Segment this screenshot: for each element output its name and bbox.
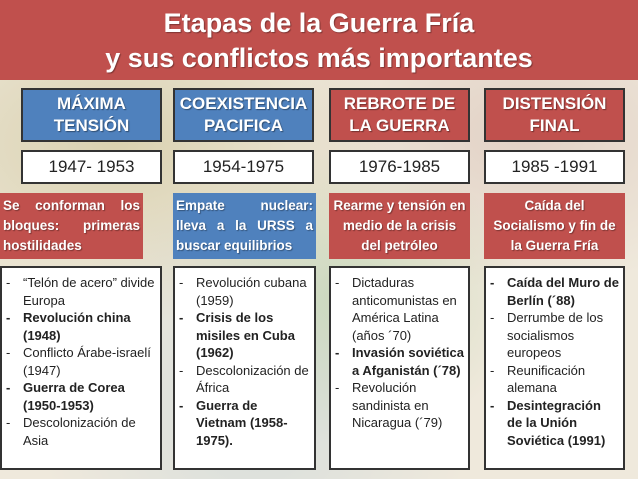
list-item: - Conflicto Árabe-israelí (1947) [6,344,156,379]
list-item-text: Guerra de Vietnam (1958-1975). [196,397,288,448]
column-header-line: MÁXIMA [57,94,126,113]
period-1954-1975: 1954-1975 [173,150,314,184]
list-item-text: Dictaduras anticomunistas en América Lat… [352,275,457,343]
events-list-col-1: - “Telón de acero” divide Europa - Revoluc… [0,266,162,470]
list-item: - Invasión soviética a Afganistán (´78) [335,345,464,378]
description-col-4: Caída del Socialismo y fin de la Guerra … [484,193,625,259]
list-item: - Guerra de Corea (1950-1953) [6,379,156,414]
column-header-distension-final: DISTENSIÓN FINAL [484,88,625,142]
list-item-text: “Telón de acero” divide Europa [23,275,155,308]
list-item: - Revolución cubana (1959) [179,274,310,309]
list-item: - Revolución sandinista en Nicaragua (´79… [335,379,464,432]
description-col-1: Se conforman los bloques: primeras hosti… [0,193,143,259]
list-item: - Caída del Muro de Berlín (´88) [490,275,619,308]
list-item: - Descolonización de Asia [6,414,156,449]
column-header-line: PACIFICA [203,116,283,135]
column-header-line: TENSIÓN [53,116,130,135]
list-item-text: Descolonización de África [196,362,309,396]
list-item-text: Derrumbe de los socialismos europeos [507,310,604,360]
title-line-1: Etapas de la Guerra Fría [163,8,475,38]
list-item: - Derrumbe de los socialismos europeos [490,309,619,362]
list-item-text: Guerra de Corea (1950-1953) [23,380,125,413]
list-item: - Reunificación alemana [490,362,619,397]
list-item: - Descolonización de África [179,362,309,396]
list-item: - Revolución china (1948) [6,309,156,344]
title-line-2: y sus conflictos más importantes [105,43,533,73]
events-list-col-2: - Revolución cubana (1959) - Crisis de los… [173,266,316,470]
events-list-col-3: - Dictaduras anticomunistas en América La… [329,266,470,470]
list-item: - Crisis de los misiles en Cuba (1962) [179,309,310,362]
list-item: - Guerra de Vietnam (1958-1975). [179,397,310,450]
description-col-3: Rearme y tensión en medio de la crisis d… [329,193,470,259]
title-banner: Etapas de la Guerra Fría y sus conflicto… [0,0,638,80]
column-header-maxima-tension: MÁXIMA TENSIÓN [21,88,162,142]
list-item-text: Revolución sandinista en Nicaragua (´79) [352,380,443,430]
column-header-rebrote-de-la-guerra: REBROTE DE LA GUERRA [329,88,470,142]
column-header-line: COEXISTENCIA [179,94,308,113]
list-item-text: Caída del Muro de Berlín (´88) [507,275,619,308]
column-header-coexistencia-pacifica: COEXISTENCIA PACIFICA [173,88,314,142]
list-item-text: Reunificación alemana [507,362,586,396]
list-item-text: Crisis de los misiles en Cuba (1962) [196,310,295,360]
column-header-line: FINAL [529,116,580,135]
column-header-line: DISTENSIÓN [502,94,607,113]
list-item-text: Invasión soviética a Afganistán (´78) [352,345,464,378]
list-item-text: Desintegración de la Unión Soviética (19… [507,397,606,448]
list-item: - Dictaduras anticomunistas en América La… [335,274,464,344]
column-header-line: LA GUERRA [349,116,450,135]
list-item-text: Revolución cubana (1959) [196,275,307,308]
period-1976-1985: 1976-1985 [329,150,470,184]
list-item-text: Conflicto Árabe-israelí (1947) [23,345,151,378]
description-col-2: Empate nuclear: lleva a la URSS a buscar… [173,193,316,259]
list-item-text: Descolonización de Asia [23,415,136,448]
column-header-line: REBROTE DE [343,94,456,113]
events-list-col-4: - Caída del Muro de Berlín (´88) - Derrumb… [484,266,625,470]
list-item: - Desintegración de la Unión Soviética (1… [490,397,619,450]
period-1947-1953: 1947- 1953 [21,150,162,184]
period-1985-1991: 1985 -1991 [484,150,625,184]
list-item: - “Telón de acero” divide Europa [6,275,155,308]
list-item-text: Revolución china (1948) [23,310,131,343]
